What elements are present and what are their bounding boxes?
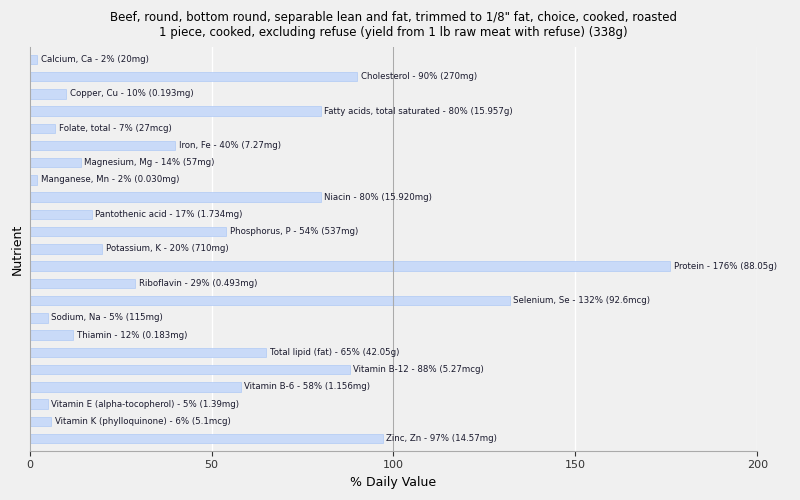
Y-axis label: Nutrient: Nutrient xyxy=(11,224,24,274)
Text: Riboflavin - 29% (0.493mg): Riboflavin - 29% (0.493mg) xyxy=(138,279,257,288)
Bar xyxy=(30,72,357,82)
Bar xyxy=(30,140,175,150)
Bar xyxy=(30,365,350,374)
Bar xyxy=(30,434,382,444)
Bar xyxy=(30,416,51,426)
Bar xyxy=(30,227,226,236)
Bar xyxy=(30,54,37,64)
Bar xyxy=(30,175,37,184)
Text: Vitamin B-12 - 88% (5.27mcg): Vitamin B-12 - 88% (5.27mcg) xyxy=(354,365,484,374)
Bar xyxy=(30,89,66,99)
Title: Beef, round, bottom round, separable lean and fat, trimmed to 1/8" fat, choice, : Beef, round, bottom round, separable lea… xyxy=(110,11,677,39)
Bar xyxy=(30,192,321,202)
Text: Pantothenic acid - 17% (1.734mg): Pantothenic acid - 17% (1.734mg) xyxy=(95,210,242,219)
Text: Iron, Fe - 40% (7.27mg): Iron, Fe - 40% (7.27mg) xyxy=(179,141,281,150)
Bar xyxy=(30,348,266,357)
Text: Cholesterol - 90% (270mg): Cholesterol - 90% (270mg) xyxy=(361,72,477,81)
Text: Selenium, Se - 132% (92.6mcg): Selenium, Se - 132% (92.6mcg) xyxy=(514,296,650,305)
Bar xyxy=(30,124,55,133)
Bar xyxy=(30,278,135,288)
Text: Fatty acids, total saturated - 80% (15.957g): Fatty acids, total saturated - 80% (15.9… xyxy=(324,106,513,116)
Bar xyxy=(30,158,81,168)
Bar xyxy=(30,296,510,306)
Text: Sodium, Na - 5% (115mg): Sodium, Na - 5% (115mg) xyxy=(51,314,163,322)
Bar xyxy=(30,382,241,392)
X-axis label: % Daily Value: % Daily Value xyxy=(350,476,437,489)
Bar xyxy=(30,400,48,409)
Text: Phosphorus, P - 54% (537mg): Phosphorus, P - 54% (537mg) xyxy=(230,227,358,236)
Bar xyxy=(30,244,102,254)
Bar xyxy=(30,106,321,116)
Text: Protein - 176% (88.05g): Protein - 176% (88.05g) xyxy=(674,262,777,270)
Text: Vitamin K (phylloquinone) - 6% (5.1mcg): Vitamin K (phylloquinone) - 6% (5.1mcg) xyxy=(55,417,231,426)
Text: Thiamin - 12% (0.183mg): Thiamin - 12% (0.183mg) xyxy=(77,330,187,340)
Text: Magnesium, Mg - 14% (57mg): Magnesium, Mg - 14% (57mg) xyxy=(84,158,214,167)
Text: Vitamin E (alpha-tocopherol) - 5% (1.39mg): Vitamin E (alpha-tocopherol) - 5% (1.39m… xyxy=(51,400,239,408)
Text: Manganese, Mn - 2% (0.030mg): Manganese, Mn - 2% (0.030mg) xyxy=(41,176,179,184)
Text: Copper, Cu - 10% (0.193mg): Copper, Cu - 10% (0.193mg) xyxy=(70,90,194,98)
Text: Calcium, Ca - 2% (20mg): Calcium, Ca - 2% (20mg) xyxy=(41,55,149,64)
Bar xyxy=(30,262,670,271)
Bar xyxy=(30,313,48,322)
Text: Zinc, Zn - 97% (14.57mg): Zinc, Zn - 97% (14.57mg) xyxy=(386,434,497,443)
Bar xyxy=(30,330,74,340)
Text: Vitamin B-6 - 58% (1.156mg): Vitamin B-6 - 58% (1.156mg) xyxy=(244,382,370,392)
Text: Niacin - 80% (15.920mg): Niacin - 80% (15.920mg) xyxy=(324,192,432,202)
Bar xyxy=(30,210,91,219)
Text: Total lipid (fat) - 65% (42.05g): Total lipid (fat) - 65% (42.05g) xyxy=(270,348,399,357)
Text: Folate, total - 7% (27mcg): Folate, total - 7% (27mcg) xyxy=(58,124,171,132)
Text: Potassium, K - 20% (710mg): Potassium, K - 20% (710mg) xyxy=(106,244,229,254)
